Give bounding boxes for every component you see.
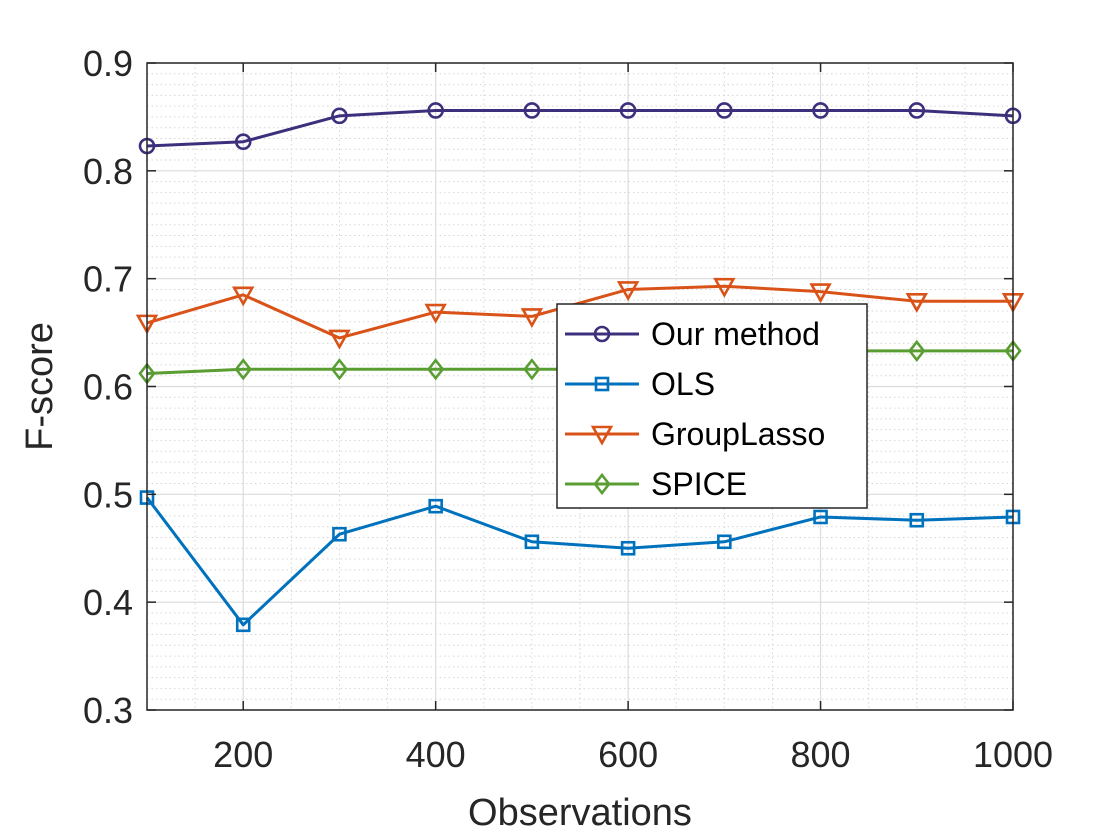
x-tick-labels: 200 400 600 800 1000	[213, 734, 1053, 775]
legend-label-ols: OLS	[651, 366, 715, 402]
data-point-spice	[330, 358, 349, 381]
data-point-spice	[523, 358, 541, 381]
series-line-our-method	[146, 108, 1014, 148]
y-axis-title: F-score	[19, 322, 61, 451]
data-point-our-method	[619, 102, 637, 119]
series-line-grouplasso	[146, 284, 1013, 340]
data-point-ols	[909, 512, 925, 528]
legend-item-spice: SPICE	[565, 466, 747, 502]
legend-marker-spice	[593, 472, 611, 496]
legend-label-grouplasso: GroupLasso	[651, 416, 825, 452]
y-tick-label: 0.7	[83, 259, 133, 300]
data-point-grouplasso	[520, 308, 544, 329]
data-point-our-method	[716, 102, 733, 119]
data-point-spice	[234, 358, 252, 381]
data-point-ols	[428, 498, 443, 514]
legend-item-ols: OLS	[565, 366, 715, 402]
data-point-ols	[524, 534, 540, 550]
legend-marker-ols	[594, 376, 610, 392]
data-point-our-method	[812, 102, 829, 119]
legend-label-our-method: Our method	[651, 316, 820, 352]
data-point-our-method	[427, 102, 444, 119]
data-point-ols	[235, 617, 251, 633]
data-point-grouplasso	[616, 281, 640, 302]
data-point-our-method	[234, 133, 252, 151]
legend-marker-grouplasso	[590, 425, 614, 446]
y-tick-label: 0.3	[83, 690, 133, 731]
data-point-ols	[813, 509, 828, 525]
data-point-grouplasso	[905, 293, 929, 313]
data-point-grouplasso	[424, 303, 447, 324]
y-tick-label: 0.9	[83, 43, 133, 84]
data-point-grouplasso	[328, 329, 351, 350]
data-point-our-method	[523, 102, 541, 119]
x-tick-label: 1000	[973, 734, 1053, 775]
series-layer	[135, 102, 1025, 633]
tick-marks	[147, 62, 1014, 711]
data-point-our-method	[331, 107, 348, 125]
data-point-spice	[908, 339, 926, 363]
x-tick-label: 800	[791, 734, 851, 775]
legend-marker-our-method	[593, 325, 611, 343]
legend-item-grouplasso: GroupLasso	[565, 416, 825, 452]
data-point-ols	[620, 540, 636, 556]
y-tick-labels: 0.3 0.4 0.5 0.6 0.7 0.8 0.9	[83, 43, 133, 731]
data-point-ols	[332, 526, 347, 542]
series-grouplasso	[135, 277, 1025, 350]
data-point-grouplasso	[231, 286, 255, 307]
legend-label-spice: SPICE	[651, 466, 747, 502]
x-tick-label: 600	[598, 734, 658, 775]
x-axis-title: Observations	[468, 792, 692, 834]
y-tick-label: 0.4	[83, 582, 133, 623]
data-point-our-method	[908, 102, 926, 119]
data-point-ols	[717, 534, 732, 550]
series-line-ols	[145, 496, 1014, 627]
legend-item-our-method: Our method	[565, 316, 820, 352]
y-tick-label: 0.6	[83, 367, 133, 408]
legend: Our method OLS GroupLasso SPICE	[556, 303, 868, 509]
data-point-grouplasso	[713, 277, 736, 298]
data-point-spice	[427, 358, 445, 381]
y-tick-label: 0.5	[83, 474, 133, 515]
x-tick-label: 400	[406, 734, 466, 775]
data-point-grouplasso	[809, 283, 832, 304]
y-tick-label: 0.8	[83, 151, 133, 192]
legend-box	[556, 303, 868, 509]
x-tick-label: 200	[213, 734, 273, 775]
